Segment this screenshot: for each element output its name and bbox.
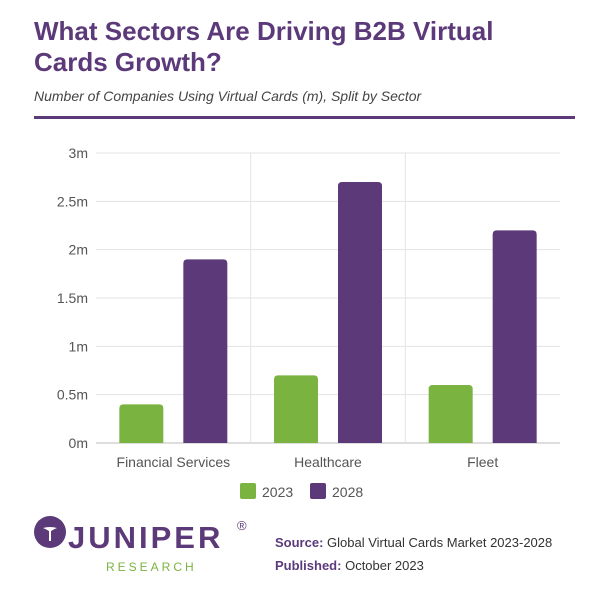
juniper-logo-icon (34, 516, 66, 548)
x-tick-label: Financial Services (117, 454, 231, 470)
legend-label: 2023 (262, 484, 293, 500)
chart-subtitle: Number of Companies Using Virtual Cards … (34, 88, 422, 104)
y-tick-label: 1.5m (57, 290, 88, 306)
logo-word: JUNIPER (68, 520, 224, 555)
chart-title: What Sectors Are Driving B2B Virtual Car… (34, 16, 494, 77)
y-tick-label: 2m (69, 242, 88, 258)
source-text: Global Virtual Cards Market 2023-2028 (327, 535, 553, 550)
bar-chart: 0m 0.5m 1m 1.5m 2m 2.5m 3m Financial Services He… (57, 145, 560, 500)
x-tick-label: Healthcare (294, 454, 362, 470)
title-divider (34, 116, 575, 119)
y-tick-label: 0.5m (57, 387, 88, 403)
legend-label: 2028 (332, 484, 363, 500)
legend-swatch-2028 (310, 483, 326, 499)
logo-registered: ® (237, 518, 247, 533)
published-text: October 2023 (345, 558, 424, 573)
y-tick-label: 0m (69, 435, 88, 451)
bar-2023 (274, 375, 318, 443)
source-label: Source: (275, 535, 324, 550)
bar-2023 (428, 385, 473, 443)
bar-2028 (183, 259, 228, 443)
published-label: Published: (275, 558, 342, 573)
legend-swatch-2023 (240, 483, 256, 499)
y-tick-label: 3m (69, 145, 88, 161)
y-tick-label: 1m (69, 338, 88, 354)
source-line: Source: Global Virtual Cards Market 2023… (275, 535, 552, 550)
x-tick-label: Fleet (467, 454, 498, 470)
published-line: Published: October 2023 (275, 558, 424, 573)
bar-2023 (119, 404, 164, 443)
juniper-research-logo: JUNIPER ® RESEARCH (34, 514, 264, 580)
y-tick-label: 2.5m (57, 193, 88, 209)
bar-2028 (492, 230, 537, 443)
bar-2028 (338, 182, 382, 443)
logo-subword: RESEARCH (106, 560, 197, 574)
